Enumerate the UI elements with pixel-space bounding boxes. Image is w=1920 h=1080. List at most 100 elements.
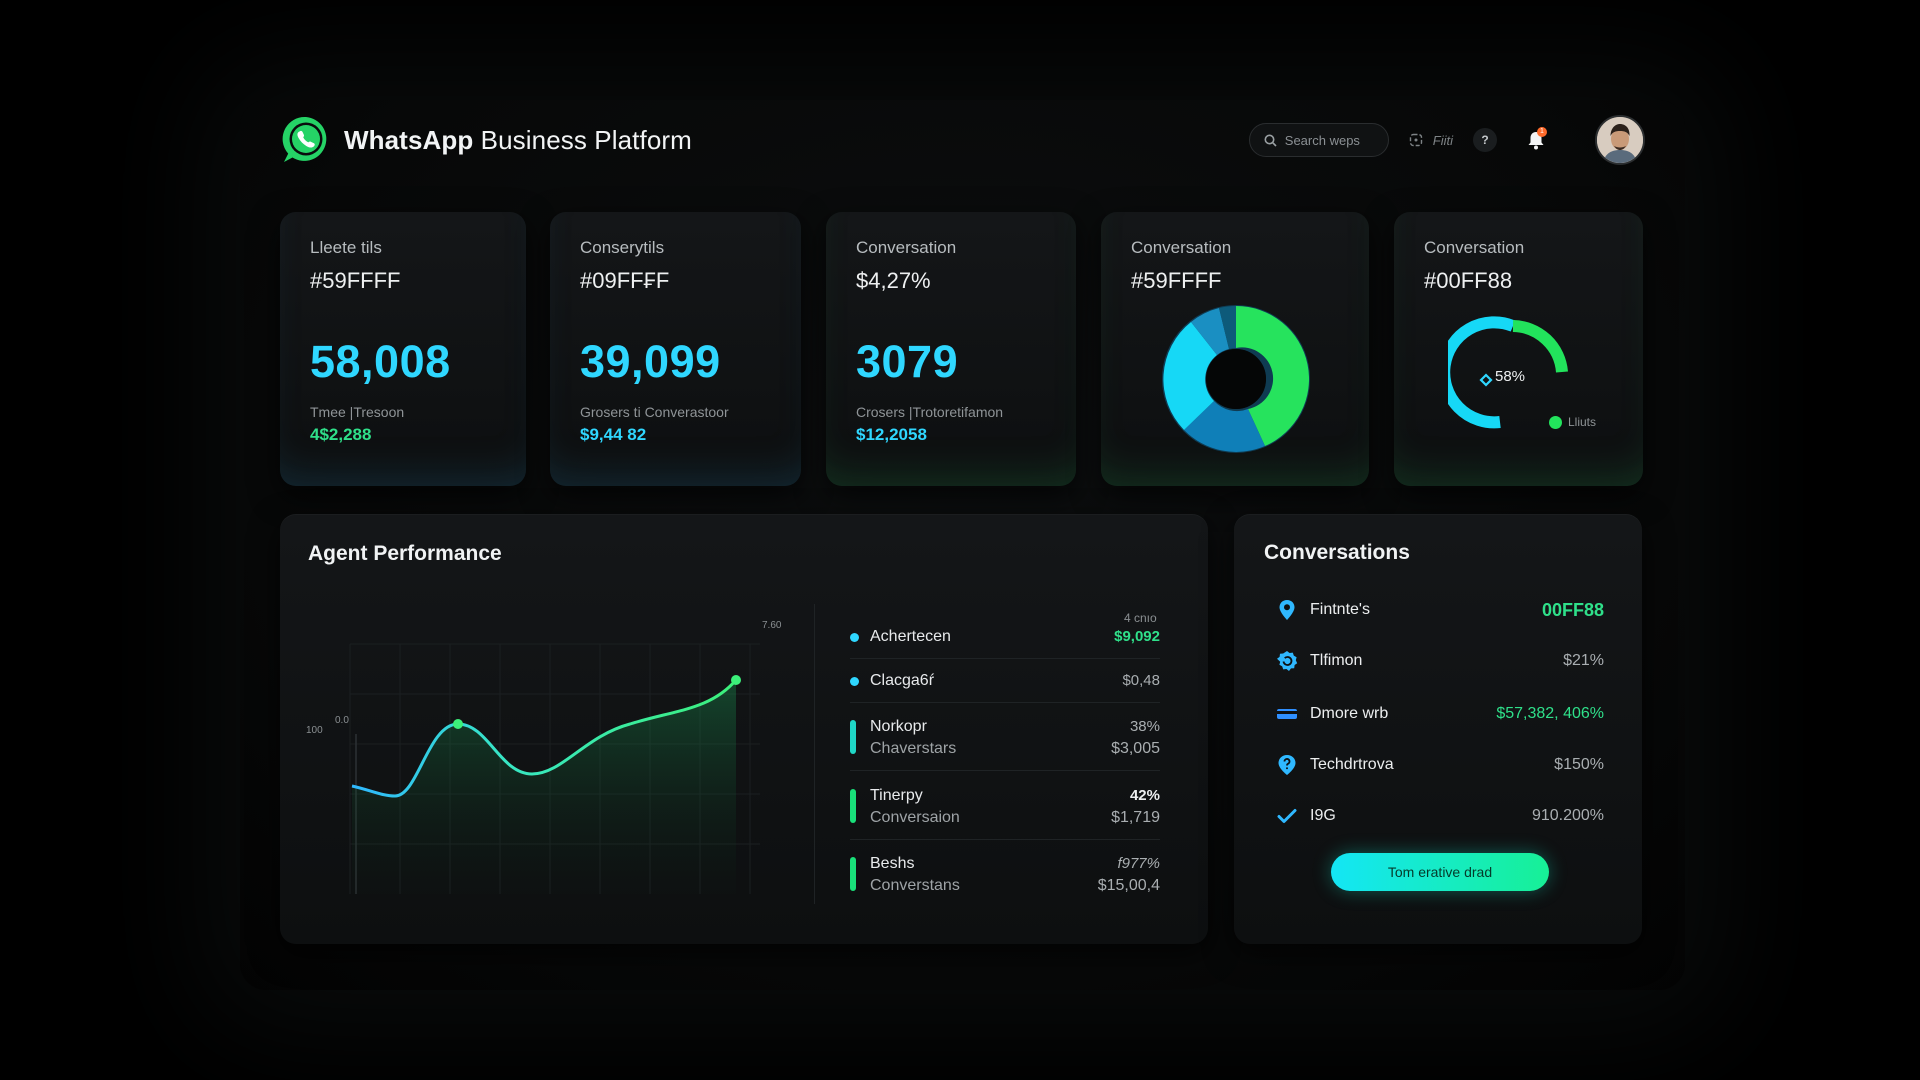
whatsapp-logo-icon[interactable]: [280, 114, 332, 166]
agent-percent: 38%: [1129, 718, 1160, 735]
conversation-value: $57,382, 406%: [1496, 705, 1604, 722]
filter-button[interactable]: Fiiti: [1409, 133, 1453, 148]
stat-sub-value: $12,2058: [856, 425, 927, 444]
agent-percent: 42%: [1129, 787, 1160, 804]
conversation-name: Tlfimon: [1310, 652, 1363, 669]
gauge-card-label: Conversation: [1424, 238, 1525, 257]
agent-amount: $15,00,4: [1097, 877, 1160, 894]
conversations-title: Conversations: [1264, 541, 1410, 564]
donut-segment-cyan: [1163, 322, 1217, 430]
agent-name: Achertecen: [870, 628, 951, 645]
stat-sub-value: 4$2,288: [310, 425, 372, 444]
check-icon: [1274, 808, 1300, 824]
gauge-card[interactable]: Conversation #00FF88 58% Lliuts: [1394, 212, 1643, 486]
row-divider: [850, 702, 1160, 703]
refresh-badge-icon: [1274, 650, 1300, 672]
row-bar: [850, 857, 856, 891]
stat-sub-label: Tmee |Tresoon: [310, 404, 405, 420]
header-actions: Fiiti ? 1: [1248, 115, 1645, 165]
stat-label: Conversation: [856, 238, 957, 257]
card-icon: [1274, 707, 1300, 721]
filter-label: Fiiti: [1432, 132, 1453, 148]
performance-line-chart: [349, 643, 760, 894]
agent-name: Tinerpy: [870, 787, 923, 804]
donut-segment-dark: [1219, 306, 1236, 349]
chart-area: [352, 680, 736, 894]
gauge-legend: Lliuts: [1549, 415, 1596, 429]
agent-performance-title: Agent Performance: [308, 542, 502, 565]
donut-chart: [1162, 305, 1310, 453]
stat-value: 58,008: [310, 336, 451, 387]
agent-value: $0,48: [1122, 672, 1160, 689]
conversation-row[interactable]: Fintnte's 00FF88: [1274, 595, 1604, 625]
donut-card-label: Conversation: [1131, 238, 1232, 257]
agent-name: Clacga6ŕ: [870, 672, 935, 689]
stat-card-2[interactable]: Conserytils #09FF₣F 39,099 Grosers ti Co…: [550, 212, 801, 486]
donut-segment-green: [1236, 306, 1310, 446]
stat-code: $4,27%: [856, 268, 931, 293]
stat-code: #59FFFF: [310, 268, 401, 293]
top-header: WhatsApp Business Platform Fiiti ? 1: [280, 112, 1645, 168]
agent-meta: Conversaion: [870, 809, 960, 826]
chart-label-left-2: 0.0: [335, 715, 349, 726]
agent-meta: Converstans: [870, 877, 960, 894]
stat-value: 39,099: [580, 336, 721, 387]
stat-sub-label: Grosers ti Converastoor: [580, 404, 729, 420]
notifications-button[interactable]: 1: [1523, 127, 1549, 153]
search-icon: [1264, 134, 1277, 147]
donut-segment-blue: [1184, 401, 1265, 452]
user-avatar[interactable]: [1595, 115, 1645, 165]
stat-sub-value: $9,44 82: [580, 425, 647, 444]
primary-action-button[interactable]: Tom erative drad: [1331, 853, 1549, 891]
row-bar: [850, 720, 856, 754]
donut-segment-teal: [1191, 308, 1229, 355]
gauge-percent: 58%: [1495, 368, 1526, 385]
conversation-value: $21%: [1563, 652, 1604, 669]
row-bullet: [850, 677, 859, 686]
stat-label: Conserytils: [580, 238, 665, 257]
agent-name: Beshs: [870, 855, 915, 872]
agent-meta: Chaverstars: [870, 740, 957, 757]
row-bullet: [850, 633, 859, 642]
stat-card-1[interactable]: Lleete tils #59FFFF 58,008 Tmee |Tresoon…: [280, 212, 526, 486]
gauge-chart: [1448, 316, 1568, 429]
gauge-arc-cyan: [1448, 316, 1516, 429]
conversation-name: I9G: [1310, 807, 1336, 824]
legend-label: Lliuts: [1568, 415, 1597, 429]
stat-label: Lleete tils: [310, 238, 382, 257]
conversation-name: Dmore wrb: [1310, 705, 1389, 722]
list-header: 4 cnıo: [1124, 611, 1157, 625]
stat-card-3[interactable]: Conversation $4,27% 3079 Crosers |Trotor…: [826, 212, 1076, 486]
conversation-name: Techdrtrova: [1310, 756, 1394, 773]
search-input[interactable]: [1284, 132, 1380, 148]
conversation-row[interactable]: Techdrtrova $150%: [1274, 750, 1604, 780]
conversation-row[interactable]: Tlfimon $21%: [1274, 646, 1604, 676]
donut-card-code: #59FFFF: [1131, 268, 1222, 293]
conversation-row[interactable]: Dmore wrb $57,382, 406%: [1274, 699, 1604, 729]
agent-amount: $1,719: [1111, 809, 1160, 826]
avatar-image: [1597, 117, 1643, 163]
legend-dot: [1549, 415, 1562, 429]
conversation-value: 00FF88: [1541, 599, 1604, 620]
conversation-value: 910.200%: [1531, 807, 1604, 824]
gauge-card-code: #00FF88: [1424, 268, 1513, 293]
donut-card[interactable]: Conversation #59FFFF: [1101, 212, 1369, 486]
chart-point-peak: [453, 719, 463, 729]
conversation-name: Fintnte's: [1310, 601, 1370, 618]
location-pin-icon: [1274, 599, 1300, 621]
list-separator: [814, 604, 815, 904]
search-box[interactable]: [1248, 123, 1389, 157]
row-divider: [850, 839, 1160, 840]
agent-amount: $3,005: [1111, 740, 1160, 757]
chart-label-top: 7.60: [762, 620, 782, 631]
conversation-row[interactable]: I9G 910.200%: [1274, 801, 1604, 831]
gauge-arc-green: [1512, 320, 1568, 373]
agent-percent: f977%: [1117, 855, 1160, 872]
agent-performance-panel: Agent Performance: [280, 514, 1208, 944]
agent-name: Norkopr: [870, 718, 927, 735]
chart-line: [351, 679, 738, 798]
help-button[interactable]: ?: [1473, 128, 1497, 152]
chart-label-left: 100: [306, 725, 323, 736]
stat-sub-label: Crosers |Trotoretifamon: [856, 404, 1004, 420]
chart-point-end: [731, 675, 741, 685]
